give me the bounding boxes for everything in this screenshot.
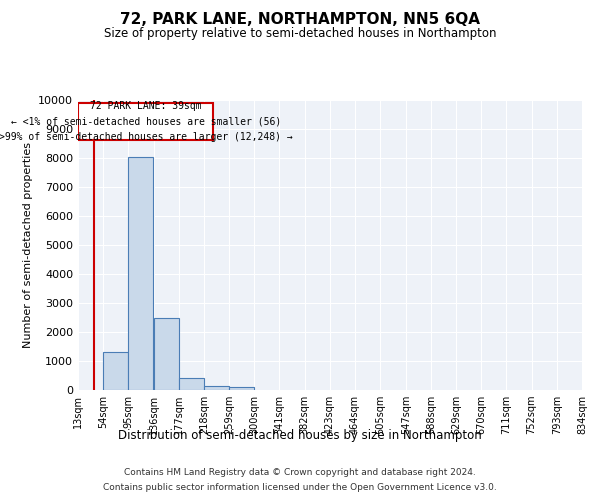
Bar [128, 156, 154, 390]
Bar [229, 387, 254, 390]
Bar [204, 386, 229, 390]
Bar [103, 352, 128, 390]
Text: Size of property relative to semi-detached houses in Northampton: Size of property relative to semi-detach… [104, 28, 496, 40]
Text: Contains public sector information licensed under the Open Government Licence v3: Contains public sector information licen… [103, 483, 497, 492]
Y-axis label: Number of semi-detached properties: Number of semi-detached properties [23, 142, 32, 348]
Text: Distribution of semi-detached houses by size in Northampton: Distribution of semi-detached houses by … [118, 428, 482, 442]
Bar [154, 318, 179, 390]
FancyBboxPatch shape [79, 103, 214, 140]
Text: Contains HM Land Registry data © Crown copyright and database right 2024.: Contains HM Land Registry data © Crown c… [124, 468, 476, 477]
Text: 72, PARK LANE, NORTHAMPTON, NN5 6QA: 72, PARK LANE, NORTHAMPTON, NN5 6QA [120, 12, 480, 28]
Text: 72 PARK LANE: 39sqm
← <1% of semi-detached houses are smaller (56)
>99% of semi-: 72 PARK LANE: 39sqm ← <1% of semi-detach… [0, 101, 293, 142]
Bar [179, 378, 203, 390]
